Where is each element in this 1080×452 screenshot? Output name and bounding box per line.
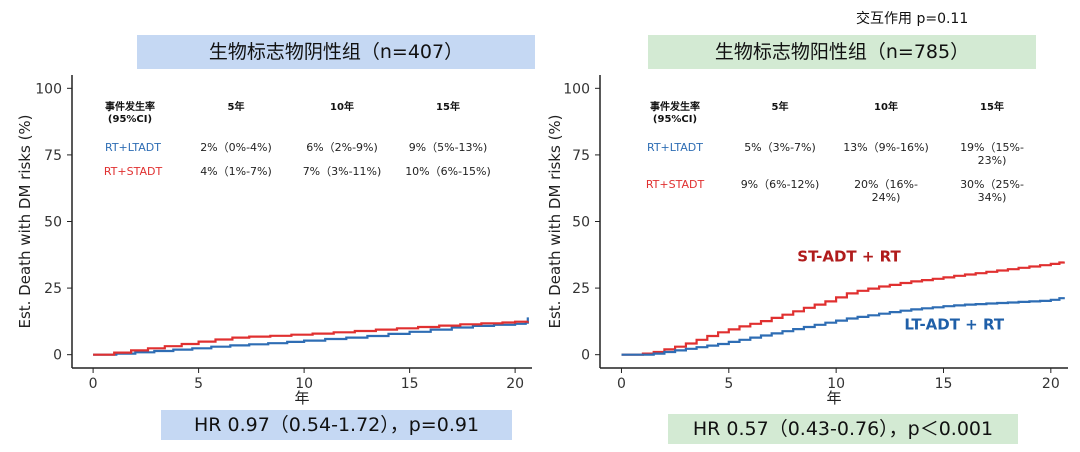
- y-axis-title: Est. Death with DM risks (%): [546, 114, 564, 328]
- table-header-rate: 事件发生率(95%CI): [105, 100, 155, 125]
- y-tick-label: 25: [572, 281, 590, 297]
- table-row-rt-ltadt: RT+LTADT: [105, 141, 161, 154]
- panel-title-negative: 生物标志物阴性组（n=407）: [137, 35, 535, 69]
- x-tick-label: 20: [1042, 376, 1060, 392]
- x-tick-label: 15: [935, 376, 953, 392]
- y-tick-label: 75: [44, 148, 62, 164]
- chart-positive: 0 25 50 75 100 0 5 10 15 20 年 Est. Death with DM ri…: [546, 75, 1068, 407]
- table-header-year: 15年: [980, 100, 1004, 113]
- hr-result-negative: HR 0.97（0.54-1.72），p=0.91: [161, 410, 512, 440]
- table-cell: 2%（0%-4%): [200, 141, 272, 154]
- x-axis-title: 年: [294, 389, 309, 407]
- table-row-rt-stadt: RT+STADT: [646, 178, 705, 191]
- y-tick-label: 100: [563, 81, 590, 97]
- table-header-year: 10年: [330, 100, 354, 113]
- chart-negative: 0 25 50 75 100 0 5 10 15 20 年 Est. Death with DM ri…: [16, 75, 532, 407]
- x-tick-label: 0: [617, 376, 626, 392]
- table-row-rt-ltadt: RT+LTADT: [647, 141, 703, 154]
- table-header-year: 5年: [772, 100, 789, 113]
- panel-title-positive: 生物标志物阳性组（n=785）: [648, 35, 1036, 69]
- y-tick-label: 100: [35, 81, 62, 97]
- table-cell: 5%（3%-7%): [744, 141, 816, 154]
- table-cell: 9%（6%-12%): [741, 178, 820, 191]
- km-curve-lt: [93, 317, 529, 356]
- curve-label-st-adt: ST-ADT + RT: [797, 247, 901, 265]
- hr-result-positive: HR 0.57（0.43-0.76），p＜0.001: [668, 414, 1018, 444]
- x-tick-label: 5: [194, 376, 203, 392]
- table-cell: 20%（16%-24%): [854, 178, 918, 204]
- table-cell: 13%（9%-16%): [843, 141, 929, 154]
- y-tick-label: 0: [53, 348, 62, 364]
- table-cell: 6%（2%-9%): [306, 141, 378, 154]
- table-cell: 30%（25%-34%): [960, 178, 1024, 204]
- x-tick-label: 10: [295, 376, 313, 392]
- table-cell: 10%（6%-15%): [405, 165, 491, 178]
- table-cell: 19%（15%-23%): [960, 141, 1024, 167]
- table-cell: 7%（3%-11%): [303, 165, 382, 178]
- table-header-year: 15年: [436, 100, 460, 113]
- x-tick-label: 5: [724, 376, 733, 392]
- x-tick-label: 15: [401, 376, 419, 392]
- x-tick-label: 0: [89, 376, 98, 392]
- x-tick-label: 20: [506, 376, 524, 392]
- table-cell: 4%（1%-7%): [200, 165, 272, 178]
- x-axis-title: 年: [826, 389, 841, 407]
- y-tick-label: 50: [572, 215, 590, 231]
- table-row-rt-stadt: RT+STADT: [104, 165, 163, 178]
- table-cell: 9%（5%-13%): [409, 141, 488, 154]
- y-axis-title: Est. Death with DM risks (%): [16, 114, 34, 328]
- table-header-year: 10年: [874, 100, 898, 113]
- km-curve-lt: [621, 297, 1065, 356]
- interaction-p-note: 交互作用 p=0.11: [856, 11, 969, 27]
- y-tick-label: 0: [581, 348, 590, 364]
- y-tick-label: 50: [44, 215, 62, 231]
- km-curve-st: [621, 261, 1065, 356]
- y-tick-label: 25: [44, 281, 62, 297]
- x-tick-label: 10: [827, 376, 845, 392]
- km-curve-st: [93, 320, 529, 356]
- curve-label-lt-adt: LT-ADT + RT: [904, 315, 1005, 333]
- y-tick-label: 75: [572, 148, 590, 164]
- table-header-rate: 事件发生率(95%CI): [650, 100, 700, 125]
- table-header-year: 5年: [228, 100, 245, 113]
